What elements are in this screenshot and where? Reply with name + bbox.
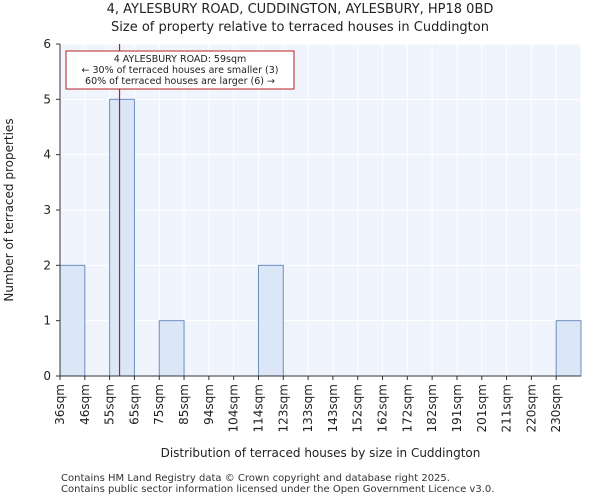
x-tick-label: 162sqm — [376, 384, 390, 432]
bar-75sqm — [158, 320, 185, 377]
bar-36sqm — [59, 264, 86, 377]
annotation-line-2: ← 30% of terraced houses are smaller (3) — [82, 65, 279, 76]
x-tick-label: 46sqm — [78, 384, 92, 425]
x-tick-label: 123sqm — [276, 384, 290, 432]
x-tick-labels: 36sqm 46sqm 55sqm 65sqm 75sqm 85sqm 94sqm 104sq… — [53, 384, 563, 432]
bar-230sqm — [555, 320, 582, 377]
x-tick-label: 133sqm — [301, 384, 315, 432]
y-tick-label: 6 — [43, 37, 51, 51]
x-tick-label: 191sqm — [450, 384, 464, 432]
x-tick-label: 182sqm — [425, 384, 439, 432]
x-tick-label: 94sqm — [202, 384, 216, 425]
footer-copyright: Contains HM Land Registry data © Crown c… — [61, 473, 450, 484]
x-tick-label: 152sqm — [351, 384, 365, 432]
x-tick-label: 36sqm — [53, 384, 67, 425]
y-tick-label: 5 — [43, 92, 51, 106]
x-tick-label: 143sqm — [326, 384, 340, 432]
x-tick-label: 85sqm — [177, 384, 191, 425]
annotation-box: 4 AYLESBURY ROAD: 59sqm ← 30% of terrace… — [65, 50, 295, 90]
y-tick-label: 3 — [43, 203, 51, 217]
annotation-line-3: 60% of terraced houses are larger (6) → — [85, 76, 275, 87]
x-tick-label: 230sqm — [549, 384, 563, 432]
x-axis-label: Distribution of terraced houses by size … — [161, 446, 481, 460]
chart-title: 4, AYLESBURY ROAD, CUDDINGTON, AYLESBURY… — [106, 2, 494, 17]
y-tick-label: 1 — [43, 314, 51, 328]
x-tick-label: 172sqm — [400, 384, 414, 432]
bar-114sqm — [257, 264, 284, 377]
chart-subtitle: Size of property relative to terraced ho… — [111, 20, 489, 35]
bar-55sqm — [109, 98, 135, 377]
x-tick-label: 114sqm — [251, 384, 265, 432]
annotation-border — [65, 50, 295, 90]
bars-group — [59, 98, 582, 377]
y-tick-label: 4 — [43, 148, 51, 162]
y-tick-label: 0 — [43, 369, 51, 383]
x-tick-label: 75sqm — [152, 384, 166, 425]
annotation-line-1: 4 AYLESBURY ROAD: 59sqm — [114, 54, 247, 65]
x-tick-label: 65sqm — [127, 384, 141, 425]
axes — [56, 43, 581, 380]
x-tick-label: 55sqm — [103, 384, 117, 425]
y-tick-labels: 0 1 2 3 4 5 6 — [43, 37, 51, 383]
x-tick-label: 104sqm — [227, 384, 241, 432]
footer-licence: Contains public sector information licen… — [61, 484, 495, 495]
x-tick-label: 220sqm — [524, 384, 538, 432]
x-tick-label: 201sqm — [475, 384, 489, 432]
y-axis-label: Number of terraced properties — [2, 118, 16, 301]
x-tick-label: 211sqm — [500, 384, 514, 432]
y-tick-label: 2 — [43, 258, 51, 272]
